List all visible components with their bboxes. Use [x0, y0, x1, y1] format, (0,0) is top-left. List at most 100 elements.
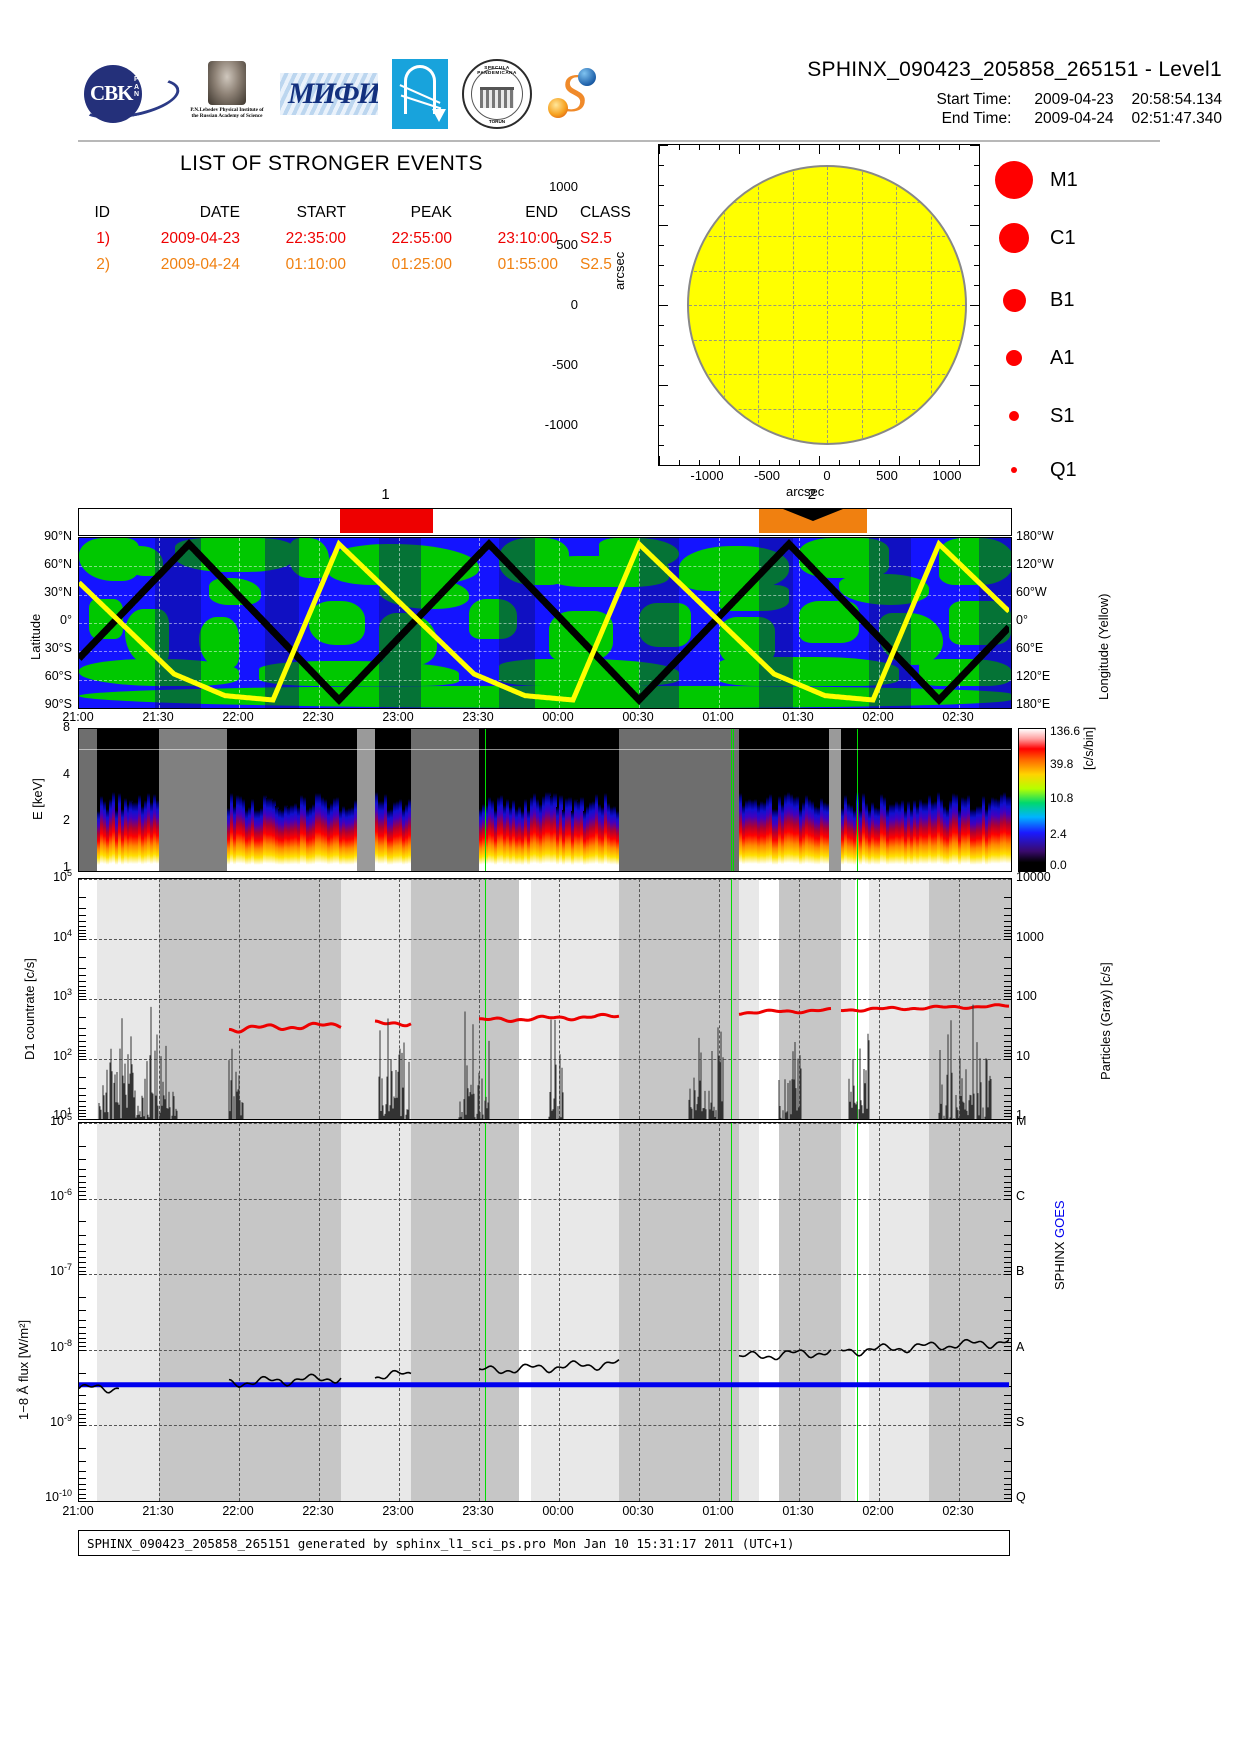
seal-top-text: SPECULA PANDEMICANA — [470, 65, 524, 75]
spectrogram-gap — [159, 729, 227, 871]
class-legend-label: M1 — [1050, 169, 1078, 192]
class-legend-label: C1 — [1050, 227, 1076, 250]
disk-tick-bottom — [939, 460, 940, 465]
disk-tick-bottom — [739, 456, 740, 465]
time-tick-label: 22:00 — [208, 710, 268, 724]
time-tick-label: 02:30 — [928, 1504, 988, 1518]
disk-parallel — [689, 409, 965, 410]
colorbar-tick-label: 136.6 — [1050, 724, 1080, 738]
mephi-logo: МИФИ — [280, 67, 378, 121]
table-row[interactable]: 1) 2009-04-23 22:35:00 22:55:00 23:10:00… — [76, 226, 708, 252]
ribbon-event[interactable] — [759, 509, 866, 533]
flux-tick-label: 10-9 — [18, 1413, 72, 1429]
disk-tick-bottom — [699, 460, 700, 465]
time-tick-label: 00:00 — [528, 710, 588, 724]
class-legend-row: M1 — [992, 160, 1122, 200]
disk-tick-right — [970, 145, 979, 146]
latitude-tick-label: 90°S — [18, 697, 72, 711]
ribbon-event[interactable] — [340, 509, 433, 533]
end-date-value: 2009-04-24 — [1016, 109, 1114, 128]
logo-bar: CBK PAN P.N.Lebedev Physical Institute o… — [78, 56, 598, 132]
d1-countrate-line — [375, 1021, 411, 1026]
sphinx-mission-logo: S — [546, 64, 604, 124]
lebedev-portrait — [208, 61, 246, 105]
class-marker-dot — [999, 223, 1029, 253]
flux-svg — [79, 1123, 1009, 1502]
longitude-tick-label: 60°E — [1016, 641, 1043, 655]
flare-class-tick-label: C — [1016, 1189, 1025, 1203]
energy-tick-label: 8 — [34, 720, 70, 734]
disk-tick-top — [899, 145, 900, 154]
class-legend-label: A1 — [1050, 347, 1074, 370]
start-time-row: Start Time: 2009-04-23 20:58:54.134 — [919, 90, 1222, 109]
time-tick-label: 23:00 — [368, 1504, 428, 1518]
time-tick-label: 22:30 — [288, 1504, 348, 1518]
disk-tick-top — [739, 145, 740, 154]
electron-spectrogram-panel — [78, 728, 1012, 872]
colorbar-unit-label: [c/s/bin] — [1082, 727, 1096, 770]
solar-disk-ytick: -1000 — [514, 417, 578, 432]
disk-tick-top — [819, 145, 820, 154]
disk-tick-left — [659, 145, 668, 146]
disk-tick-bottom — [859, 460, 860, 465]
spectrogram-gap — [411, 729, 479, 871]
event-class: S2.5 — [572, 252, 646, 278]
time-tick-label: 01:30 — [768, 1504, 828, 1518]
orbit-track-svg — [79, 538, 1009, 706]
time-tick-label: 21:30 — [128, 710, 188, 724]
particle-spikes — [99, 1007, 177, 1120]
disk-tick-top — [859, 145, 860, 150]
seal-building — [480, 87, 514, 108]
colorbar-tick-label: 2.4 — [1050, 827, 1067, 841]
disk-tick-left — [659, 185, 664, 186]
spectrogram-block — [479, 729, 619, 871]
disk-tick-left — [659, 165, 664, 166]
time-tick-label: 00:30 — [608, 710, 668, 724]
class-marker-wrap — [992, 161, 1036, 199]
spectrogram-gap — [79, 729, 97, 871]
class-legend-row: Q1 — [992, 450, 1122, 490]
disk-tick-right — [974, 365, 979, 366]
d1-countrate-line — [739, 1009, 831, 1015]
spectrogram-block — [739, 729, 829, 871]
event-peak: 22:55:00 — [360, 226, 466, 252]
latitude-tick-label: 30°N — [18, 585, 72, 599]
flux-tick-label: 10-6 — [18, 1187, 72, 1203]
disk-tick-left — [659, 365, 664, 366]
goes-legend-label: GOES — [1052, 1200, 1067, 1238]
event-start: 22:35:00 — [254, 226, 360, 252]
ribbon-event-number: 1 — [366, 486, 406, 503]
disk-tick-left — [659, 445, 664, 446]
flare-class-tick-label: B — [1016, 1264, 1024, 1278]
countrate-tick-label: 105 — [22, 868, 72, 884]
disk-tick-right — [974, 205, 979, 206]
event-timeline-ribbon[interactable] — [78, 508, 1012, 536]
table-header-row: ID DATE START PEAK END CLASS POS — [76, 200, 708, 226]
solar-disk-ytick: 1000 — [514, 179, 578, 194]
latitude-tick-label: 90°N — [18, 529, 72, 543]
sphinx-flux-line — [739, 1350, 831, 1360]
end-time-value: 02:51:47.340 — [1118, 109, 1222, 128]
d1-countrate-panel — [78, 878, 1012, 1120]
class-marker-wrap — [992, 223, 1036, 253]
class-marker-dot — [995, 161, 1033, 199]
spectrogram-gridline — [79, 749, 1011, 750]
countrate-tick-label: 102 — [22, 1047, 72, 1063]
disk-tick-bottom — [679, 460, 680, 465]
col-header-start: START — [254, 200, 360, 226]
longitude-tick-label: 120°W — [1016, 557, 1054, 571]
disk-tick-right — [974, 265, 979, 266]
flux-tick-label: 10-7 — [18, 1262, 72, 1278]
disk-tick-right — [974, 245, 979, 246]
disk-tick-top — [939, 145, 940, 150]
solar-disk-xtick: 0 — [795, 468, 859, 483]
solar-disk-xtick: -1000 — [675, 468, 739, 483]
col-header-id: ID — [76, 200, 124, 226]
event-marker-line — [731, 729, 732, 871]
disk-tick-right — [970, 385, 979, 386]
disk-tick-bottom — [819, 456, 820, 465]
longitude-tick-label: 0° — [1016, 613, 1028, 627]
longitude-tick-label: 180°E — [1016, 697, 1050, 711]
longitude-track — [79, 544, 1009, 700]
particles-tick-label: 100 — [1016, 989, 1037, 1003]
